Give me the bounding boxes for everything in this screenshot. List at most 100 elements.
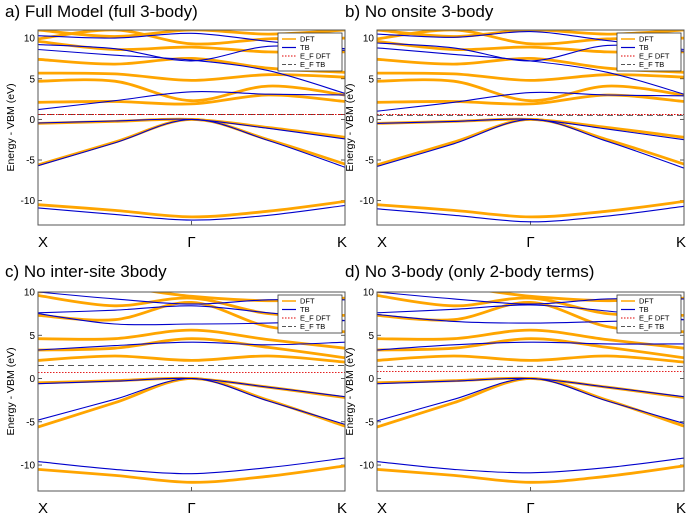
dft-band-2	[377, 117, 684, 167]
legend-label: E_F TB	[300, 322, 325, 331]
legend-label: DFT	[639, 35, 654, 44]
legend-label: DFT	[300, 35, 315, 44]
tb-band-3	[38, 118, 345, 140]
tb-band-3	[377, 118, 684, 141]
tb-band-3	[38, 377, 345, 398]
y-tick-label: -5	[365, 156, 374, 167]
dft-band-3	[377, 376, 684, 399]
y-axis-label: Energy - VBM (eV)	[5, 347, 17, 435]
y-tick-label: 0	[368, 115, 374, 126]
y-axis-label: Energy - VBM (eV)	[5, 83, 17, 171]
legend-label: E_F DFT	[639, 314, 670, 323]
x-tick-label: X	[38, 234, 48, 251]
y-tick-label: 10	[363, 288, 375, 299]
y-tick-label: 10	[24, 34, 36, 45]
tb-band-4	[377, 341, 684, 351]
tb-band-1	[377, 457, 684, 474]
x-tick-label: K	[337, 234, 347, 251]
legend-label: TB	[300, 305, 310, 314]
dft-band-4	[377, 354, 684, 364]
y-tick-label: 10	[363, 34, 375, 45]
y-tick-label: 10	[24, 288, 36, 299]
legend-label: TB	[639, 43, 649, 52]
panel-title: d) No 3-body (only 2-body terms)	[345, 262, 594, 281]
tb-band-2	[377, 377, 684, 425]
dft-band-1	[377, 200, 684, 219]
y-tick-label: -5	[26, 417, 35, 428]
plot-frame	[376, 29, 685, 226]
y-axis-label: Energy - VBM (eV)	[344, 347, 356, 435]
x-tick-label: K	[676, 234, 686, 251]
dft-band-4	[38, 354, 345, 364]
dft-band-2	[377, 377, 684, 429]
plot-frame	[37, 29, 346, 226]
legend-label: TB	[300, 43, 310, 52]
dft-band-6	[38, 71, 345, 82]
dft-band-1	[38, 200, 345, 219]
plot-frame	[376, 291, 685, 492]
chart-panel-2: b) No onsite 3-body Energy - VBM (eV) -10 -…	[344, 2, 686, 251]
y-tick-label: -10	[360, 461, 375, 472]
x-tick-label: Γ	[187, 500, 195, 517]
x-tick-label: X	[377, 234, 387, 251]
y-tick-label: 0	[368, 374, 374, 385]
tb-band-4	[38, 341, 345, 351]
y-tick-label: 5	[29, 331, 35, 342]
legend-label: E_F DFT	[639, 52, 670, 61]
dft-band-5	[377, 337, 684, 360]
dft-band-6	[377, 71, 684, 82]
tb-band-1	[38, 457, 345, 475]
legend-label: E_F DFT	[300, 314, 331, 323]
y-tick-label: 5	[29, 74, 35, 85]
tb-band-1	[38, 204, 345, 221]
panel-title: b) No onsite 3-body	[345, 2, 494, 21]
tb-band-5	[38, 48, 345, 94]
dft-band-6	[377, 328, 684, 350]
x-tick-label: K	[676, 500, 686, 517]
legend-label: TB	[639, 305, 649, 314]
dft-band-2	[38, 377, 345, 429]
tb-band-3	[377, 377, 684, 398]
tb-band-2	[38, 377, 345, 425]
y-axis-label: Energy - VBM (eV)	[344, 83, 356, 171]
tb-band-2	[377, 118, 684, 169]
y-tick-label: -10	[21, 461, 36, 472]
chart-panel-4: d) No 3-body (only 2-body terms) Energy -…	[344, 262, 686, 517]
x-tick-label: Γ	[526, 500, 534, 517]
panel-title: a) Full Model (full 3-body)	[5, 2, 198, 21]
legend-label: DFT	[300, 297, 315, 306]
x-tick-label: Γ	[526, 234, 534, 251]
legend-label: DFT	[639, 297, 654, 306]
tb-band-4	[38, 91, 345, 111]
y-tick-label: -10	[360, 196, 375, 207]
y-tick-label: 5	[368, 331, 374, 342]
panel-title: c) No inter-site 3body	[5, 262, 167, 281]
tb-band-1	[377, 205, 684, 223]
y-tick-label: 0	[29, 115, 35, 126]
dft-band-1	[38, 464, 345, 484]
y-tick-label: -5	[26, 156, 35, 167]
dft-band-5	[38, 78, 345, 103]
tb-band-4	[377, 91, 684, 112]
y-tick-label: 0	[29, 374, 35, 385]
chart-panel-1: a) Full Model (full 3-body) Energy - VBM …	[5, 2, 347, 251]
dft-band-2	[38, 117, 345, 167]
y-tick-label: -10	[21, 196, 36, 207]
dft-band-1	[377, 464, 684, 484]
x-tick-label: X	[377, 500, 387, 517]
dft-band-5	[38, 337, 345, 360]
x-tick-label: K	[337, 500, 347, 517]
legend-label: E_F DFT	[300, 52, 331, 61]
dft-band-5	[377, 78, 684, 103]
dft-band-6	[38, 328, 345, 350]
tb-band-2	[38, 118, 345, 168]
plot-area	[377, 292, 684, 484]
legend-label: E_F TB	[639, 60, 664, 69]
x-tick-label: X	[38, 500, 48, 517]
dft-band-4	[38, 93, 345, 106]
